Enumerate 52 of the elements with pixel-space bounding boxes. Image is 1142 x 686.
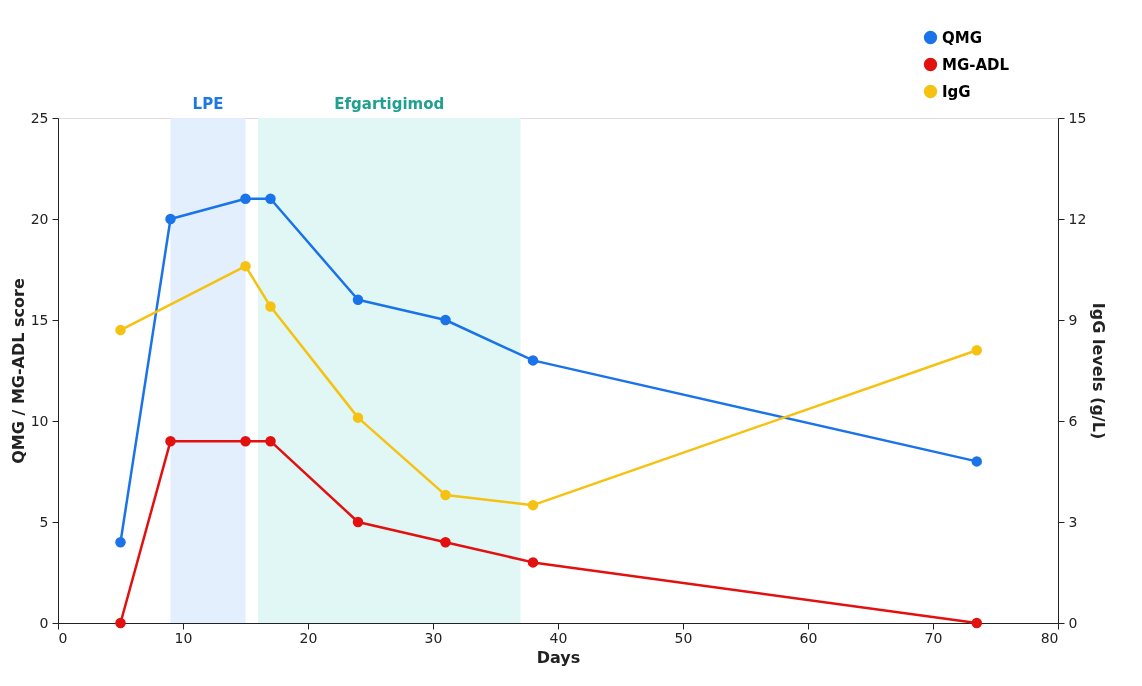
y-tick-label: 0 xyxy=(39,614,49,631)
point xyxy=(440,314,451,326)
point xyxy=(115,617,126,629)
point xyxy=(971,456,982,467)
point xyxy=(352,412,364,423)
point xyxy=(352,294,364,306)
y-tick-label: 15 xyxy=(30,311,49,328)
point xyxy=(527,557,539,568)
x-tick-label: 20 xyxy=(299,629,318,646)
y-axis-title: QMG / MG-ADL score xyxy=(8,278,28,464)
point xyxy=(352,516,364,528)
point xyxy=(115,324,126,336)
point xyxy=(440,489,451,501)
y2-tick-label: 12 xyxy=(1068,210,1087,227)
x-tick-label: 60 xyxy=(799,629,818,646)
point xyxy=(440,536,451,548)
y-tick-label: 25 xyxy=(30,109,49,126)
point xyxy=(265,435,276,447)
point xyxy=(165,435,176,447)
point xyxy=(527,499,539,511)
x-axis-title: Days xyxy=(536,647,581,667)
x-tick-label: 30 xyxy=(424,629,443,646)
point xyxy=(240,193,251,205)
band-label: Efgartigimod xyxy=(334,95,445,113)
y-tick-label: 20 xyxy=(30,210,49,227)
point xyxy=(165,213,176,225)
point xyxy=(527,355,539,366)
y-tick-label: 10 xyxy=(30,412,49,429)
y2-tick-label: 6 xyxy=(1068,412,1078,429)
legend-label: QMG xyxy=(942,28,982,47)
band-label: LPE xyxy=(192,95,224,113)
legend-label: MG-ADL xyxy=(942,55,1010,74)
x-tick-label: 10 xyxy=(174,629,193,646)
x-tick-label: 80 xyxy=(1040,629,1059,646)
y2-tick-label: 3 xyxy=(1068,513,1078,530)
y-tick-label: 5 xyxy=(39,513,49,530)
point xyxy=(240,435,251,447)
x-tick-label: 70 xyxy=(924,629,943,646)
y2-tick-label: 0 xyxy=(1068,614,1078,631)
point xyxy=(971,345,982,356)
point xyxy=(115,536,126,548)
y2-axis-title: IgG levels (g/L) xyxy=(1089,302,1109,440)
x-tick-label: 40 xyxy=(549,629,568,646)
y2-tick-label: 15 xyxy=(1068,109,1087,126)
legend-label: IgG xyxy=(942,82,971,101)
x-tick-label: 50 xyxy=(674,629,693,646)
point xyxy=(240,260,251,272)
point xyxy=(971,617,982,629)
y2-tick-label: 9 xyxy=(1068,311,1078,328)
point xyxy=(265,193,276,205)
x-tick-label: 0 xyxy=(58,629,68,646)
point xyxy=(265,301,276,312)
